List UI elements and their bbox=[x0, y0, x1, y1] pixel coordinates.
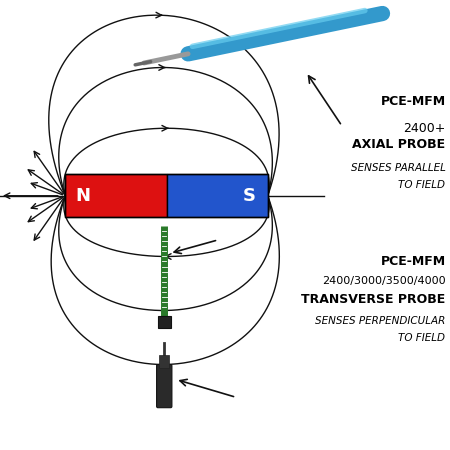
Text: PCE-MFM: PCE-MFM bbox=[380, 255, 446, 268]
FancyBboxPatch shape bbox=[157, 364, 172, 408]
Text: SENSES PERPENDICULAR: SENSES PERPENDICULAR bbox=[315, 316, 446, 326]
Text: SENSES PARALLEL: SENSES PARALLEL bbox=[351, 163, 446, 173]
Text: TRANSVERSE PROBE: TRANSVERSE PROBE bbox=[301, 293, 446, 306]
Text: N: N bbox=[76, 187, 91, 205]
Text: AXIAL PROBE: AXIAL PROBE bbox=[352, 138, 446, 151]
FancyBboxPatch shape bbox=[158, 316, 171, 328]
Text: S: S bbox=[243, 187, 256, 205]
FancyBboxPatch shape bbox=[65, 174, 166, 217]
Text: TO FIELD: TO FIELD bbox=[399, 333, 446, 343]
Text: 2400/3000/3500/4000: 2400/3000/3500/4000 bbox=[322, 276, 446, 286]
Text: 2400+: 2400+ bbox=[403, 122, 446, 135]
Text: PCE-MFM: PCE-MFM bbox=[380, 95, 446, 108]
FancyBboxPatch shape bbox=[166, 174, 268, 217]
Text: TO FIELD: TO FIELD bbox=[399, 180, 446, 190]
FancyBboxPatch shape bbox=[159, 355, 169, 368]
